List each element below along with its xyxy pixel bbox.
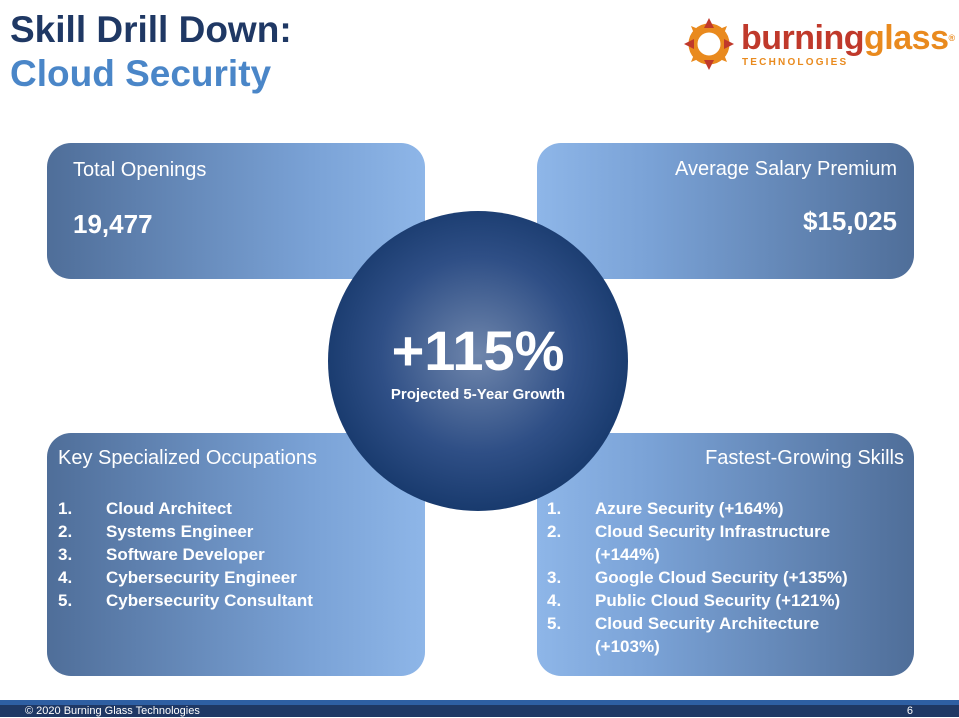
occupations-label: Key Specialized Occupations — [58, 447, 318, 469]
list-item: 3. Software Developer — [58, 545, 265, 564]
growth-value: +115% — [391, 319, 565, 382]
list-item: 4. Public Cloud Security (+121%) — [547, 591, 841, 610]
list-item: 2. Systems Engineer — [58, 522, 254, 541]
list-item: 5. Cloud Security Architecture (+103%) — [547, 614, 820, 656]
starburst-logo-icon — [684, 18, 734, 70]
logo-registered-mark: ® — [948, 33, 955, 43]
salary-premium-label: Average Salary Premium — [675, 158, 897, 180]
footer-copyright: © 2020 Burning Glass Technologies — [25, 705, 200, 717]
growth-caption: Projected 5-Year Growth — [390, 386, 566, 403]
list-item: 1. Cloud Architect — [58, 499, 232, 518]
total-openings-label: Total Openings — [73, 159, 207, 181]
title-line-1: Skill Drill Down: — [10, 9, 292, 50]
occupations-list: 1. Cloud Architect 2. Systems Engineer 3. S… — [58, 497, 398, 612]
total-openings-card: Total Openings 19,477 — [47, 143, 425, 279]
footer-divider — [0, 700, 959, 705]
list-item: 3. Google Cloud Security (+135%) — [547, 568, 848, 587]
skills-card: Fastest-Growing Skills 1. Azure Security … — [537, 433, 914, 676]
salary-premium-value: $15,025 — [803, 206, 897, 236]
page-number: 6 — [906, 705, 913, 717]
slide-title: Skill Drill Down: Cloud Security — [10, 8, 292, 96]
skills-list: 1. Azure Security (+164%) 2. Cloud Securit… — [547, 497, 877, 658]
company-logo: burningglass® TECHNOLOGIES — [684, 16, 955, 76]
salary-premium-card: Average Salary Premium $15,025 — [537, 143, 914, 279]
occupations-card: Key Specialized Occupations 1. Cloud Arch… — [47, 433, 425, 676]
logo-word-part-1: burning — [741, 19, 865, 57]
footer-bar: © 2020 Burning Glass Technologies 6 — [0, 705, 959, 717]
list-item: 1. Azure Security (+164%) — [547, 499, 784, 518]
logo-wordmark: burningglass® — [741, 18, 955, 58]
list-item: 2. Cloud Security Infrastructure (+144%) — [547, 522, 831, 564]
list-item: 4. Cybersecurity Engineer — [58, 568, 297, 587]
title-line-2: Cloud Security — [10, 53, 272, 94]
logo-subtitle: TECHNOLOGIES — [742, 57, 849, 68]
list-item: 5. Cybersecurity Consultant — [58, 591, 313, 610]
growth-circle: +115% Projected 5-Year Growth — [328, 211, 628, 511]
logo-word-part-2: glass — [864, 19, 949, 57]
total-openings-value: 19,477 — [73, 209, 153, 239]
skills-label: Fastest-Growing Skills — [705, 447, 904, 469]
